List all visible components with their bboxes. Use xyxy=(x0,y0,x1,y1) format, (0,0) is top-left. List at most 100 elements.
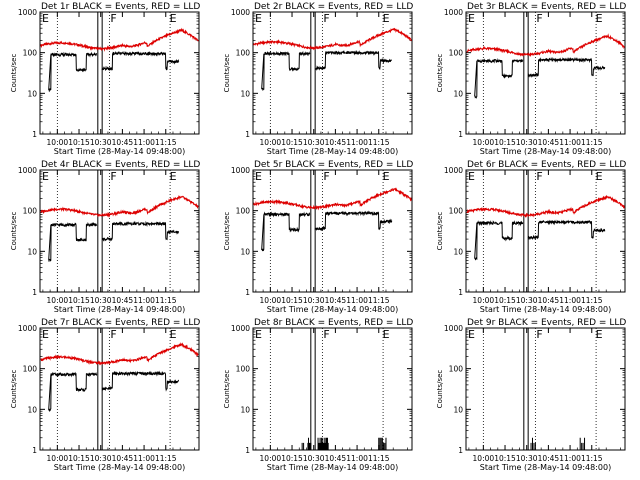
plot-frame xyxy=(39,169,200,293)
panel-det-1r: Det 1r BLACK = Events, RED = LLD 1 10 100 10… xyxy=(10,2,200,156)
flag-label-e: E xyxy=(468,170,475,183)
y-tick-label: 1 xyxy=(458,446,463,455)
y-tick-label: 10 xyxy=(453,247,463,256)
flag-label-e: E xyxy=(596,328,603,341)
x-tick-label: 10:00 xyxy=(260,454,282,463)
series-lld-red xyxy=(40,342,199,366)
x-axis-label: Start Time (28-May-14 09:48:00) xyxy=(54,463,185,472)
y-tick-label: 10 xyxy=(27,247,37,256)
x-tick-label: 10:45 xyxy=(112,138,134,147)
y-tick-label: 100 xyxy=(236,207,251,216)
x-tick-label: 11:15 xyxy=(581,454,603,463)
y-axis-label: Counts/sec xyxy=(10,212,18,251)
panel-title: Det 4r BLACK = Events, RED = LLD xyxy=(41,160,200,170)
y-tick-label: 1000 xyxy=(231,166,250,175)
flag-label-f: F xyxy=(110,328,116,341)
y-tick-label: 100 xyxy=(236,49,251,58)
flag-label-f: F xyxy=(110,170,116,183)
flag-label-e: E xyxy=(42,12,49,25)
x-axis-label: Start Time (28-May-14 09:48:00) xyxy=(267,463,398,472)
flag-label-e: E xyxy=(596,170,603,183)
x-axis-label: Start Time (28-May-14 09:48:00) xyxy=(54,305,185,314)
plot-frame xyxy=(39,11,200,135)
x-tick-label: 10:45 xyxy=(538,138,560,147)
x-tick-label: 11:15 xyxy=(155,454,177,463)
x-tick-label: 10:30 xyxy=(516,138,538,147)
data-gap-box xyxy=(97,169,103,293)
x-tick-label: 10:45 xyxy=(325,138,347,147)
y-tick-label: 1 xyxy=(245,446,250,455)
x-tick-label: 10:30 xyxy=(90,454,112,463)
y-tick-label: 1 xyxy=(245,130,250,139)
panel-title: Det 8r BLACK = Events, RED = LLD xyxy=(254,318,413,328)
y-tick-label: 1 xyxy=(32,130,37,139)
flag-label-f: F xyxy=(536,12,542,25)
flag-label-e: E xyxy=(255,12,262,25)
x-tick-label: 10:15 xyxy=(281,296,303,305)
y-tick-label: 100 xyxy=(23,365,38,374)
x-tick-label: 11:00 xyxy=(346,296,368,305)
plot-frame xyxy=(465,169,626,293)
data-gap-box xyxy=(523,11,529,135)
data-gap-box xyxy=(97,327,103,451)
x-tick-label: 10:00 xyxy=(260,296,282,305)
x-tick-label: 10:00 xyxy=(260,138,282,147)
y-tick-label: 1 xyxy=(32,288,37,297)
y-axis-label: Counts/sec xyxy=(436,54,444,93)
series-events-black xyxy=(530,437,586,450)
x-tick-label: 11:15 xyxy=(368,454,390,463)
panel-det-8r: Det 8r BLACK = Events, RED = LLD 1 10 100 10… xyxy=(223,318,413,472)
x-tick-label: 11:00 xyxy=(133,296,155,305)
plot-frame xyxy=(39,327,200,451)
y-tick-label: 100 xyxy=(23,207,38,216)
y-tick-label: 10 xyxy=(453,89,463,98)
x-axis-label: Start Time (28-May-14 09:48:00) xyxy=(480,463,611,472)
y-axis-label: Counts/sec xyxy=(223,54,231,93)
x-axis-label: Start Time (28-May-14 09:48:00) xyxy=(54,147,185,156)
x-tick-label: 10:30 xyxy=(516,296,538,305)
panel-det-9r: Det 9r BLACK = Events, RED = LLD 1 10 100 10… xyxy=(436,318,626,472)
flag-label-e: E xyxy=(383,328,390,341)
x-tick-label: 11:00 xyxy=(346,454,368,463)
panel-title: Det 3r BLACK = Events, RED = LLD xyxy=(467,2,626,12)
flag-label-e: E xyxy=(255,328,262,341)
panel-det-3r: Det 3r BLACK = Events, RED = LLD 1 10 100 10… xyxy=(436,2,626,156)
series-events-black xyxy=(474,56,606,99)
x-tick-label: 11:00 xyxy=(133,454,155,463)
x-tick-label: 11:15 xyxy=(581,296,603,305)
x-tick-label: 10:15 xyxy=(494,296,516,305)
x-tick-label: 10:00 xyxy=(47,454,69,463)
x-tick-label: 11:00 xyxy=(346,138,368,147)
y-tick-label: 1 xyxy=(458,288,463,297)
flag-label-e: E xyxy=(170,328,177,341)
x-axis-label: Start Time (28-May-14 09:48:00) xyxy=(267,147,398,156)
flag-label-e: E xyxy=(170,170,177,183)
data-gap-box xyxy=(97,11,103,135)
data-gap-box xyxy=(310,11,316,135)
x-tick-label: 10:00 xyxy=(47,138,69,147)
x-tick-label: 10:15 xyxy=(68,138,90,147)
x-axis-label: Start Time (28-May-14 09:48:00) xyxy=(480,305,611,314)
flag-label-f: F xyxy=(323,328,329,341)
y-axis-label: Counts/sec xyxy=(10,370,18,409)
y-tick-label: 1000 xyxy=(18,8,37,17)
panel-det-7r: Det 7r BLACK = Events, RED = LLD 1 10 100 10… xyxy=(10,318,200,472)
data-gap-box xyxy=(310,169,316,293)
panel-title: Det 1r BLACK = Events, RED = LLD xyxy=(41,2,200,12)
y-tick-label: 100 xyxy=(23,49,38,58)
y-tick-label: 1000 xyxy=(444,8,463,17)
flag-label-f: F xyxy=(110,12,116,25)
flag-label-e: E xyxy=(596,12,603,25)
y-tick-label: 100 xyxy=(236,365,251,374)
x-tick-label: 11:15 xyxy=(368,138,390,147)
y-tick-label: 10 xyxy=(240,89,250,98)
panel-title: Det 9r BLACK = Events, RED = LLD xyxy=(467,318,626,328)
y-tick-label: 1000 xyxy=(18,166,37,175)
x-tick-label: 10:00 xyxy=(473,454,495,463)
x-tick-label: 10:30 xyxy=(303,454,325,463)
flag-label-e: E xyxy=(383,170,390,183)
x-tick-label: 11:00 xyxy=(559,138,581,147)
x-tick-label: 10:45 xyxy=(112,296,134,305)
flag-label-e: E xyxy=(255,170,262,183)
